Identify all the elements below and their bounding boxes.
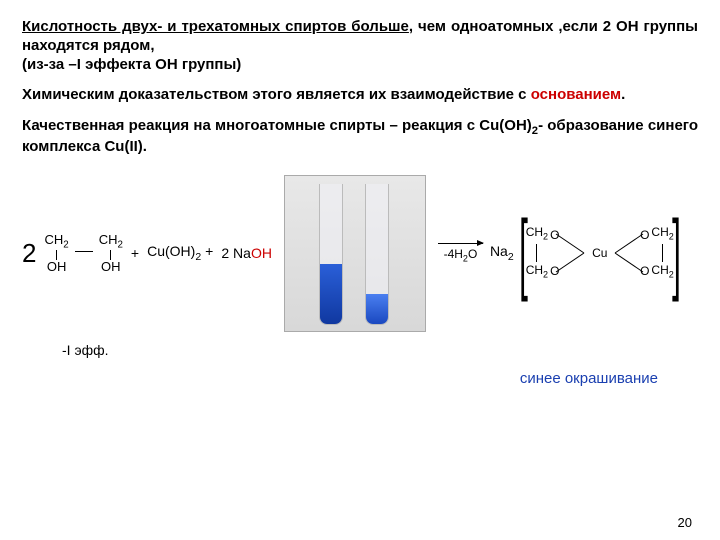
reaction-equation: 2 CH2 OH CH2 OH + Cu(OH)2+ 2 NaOH -4H2O …: [22, 175, 698, 332]
qualitative-paragraph: Качественная реакция на многоатомные спи…: [22, 117, 698, 157]
cu-center: Cu: [592, 246, 607, 260]
test-tubes-photo: [284, 175, 426, 332]
plus-1: +: [131, 245, 139, 261]
bond: [75, 251, 93, 252]
complex-left-glycol: CH2 CH2: [526, 226, 548, 281]
na2-label: Na2: [490, 243, 514, 263]
i-effect-label: -I эфф.: [62, 342, 698, 358]
reaction-arrow: -4H2O: [438, 243, 483, 263]
glycol-left-ch2: CH2 OH: [44, 233, 68, 274]
coefficient-2: 2: [22, 238, 36, 269]
glycol-right-ch2: CH2 OH: [99, 233, 123, 274]
complex-o-cu-o-left: O O: [550, 228, 590, 278]
blue-color-label: синее окрашивание: [22, 370, 658, 387]
cu-complex: [ CH2 CH2 O O Cu O O CH2 CH2: [521, 224, 679, 283]
complex-o-cu-o-right: O O: [609, 228, 649, 278]
proof-paragraph: Химическим доказательством этого являетс…: [22, 86, 698, 105]
naoh: 2 NaOH: [221, 245, 272, 261]
title-underlined: Кислотность двух- и трехатомных спиртов …: [22, 18, 409, 35]
page-number: 20: [678, 515, 692, 530]
complex-right-glycol: CH2 CH2: [651, 226, 673, 281]
cuoh2: Cu(OH)2+: [147, 243, 213, 263]
title-paragraph: Кислотность двух- и трехатомных спиртов …: [22, 18, 698, 74]
